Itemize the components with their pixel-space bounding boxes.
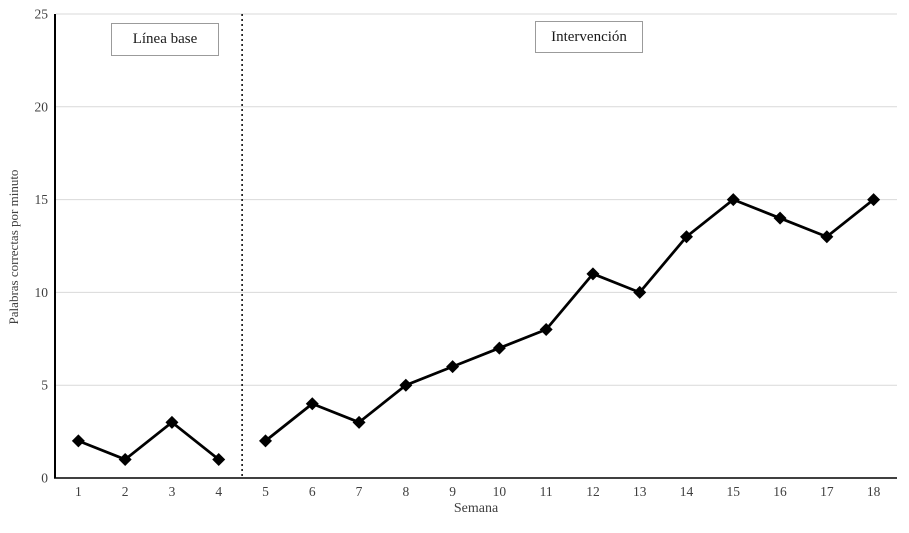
data-point-marker bbox=[259, 434, 272, 448]
data-point-marker bbox=[212, 452, 226, 466]
data-point-marker bbox=[352, 415, 366, 429]
x-tick-label: 12 bbox=[586, 484, 600, 499]
y-tick-label: 10 bbox=[35, 285, 49, 300]
y-tick-label: 15 bbox=[35, 192, 49, 207]
x-tick-label: 15 bbox=[727, 484, 741, 499]
data-point-marker bbox=[539, 323, 553, 337]
x-tick-label: 7 bbox=[356, 484, 363, 499]
data-point-marker bbox=[71, 434, 85, 448]
data-point-marker bbox=[492, 341, 506, 355]
x-tick-label: 8 bbox=[402, 484, 409, 499]
phase-label-baseline: Línea base bbox=[111, 23, 219, 56]
data-point-marker bbox=[680, 230, 693, 244]
y-tick-label: 0 bbox=[41, 471, 48, 486]
data-point-marker bbox=[867, 193, 881, 207]
x-tick-label: 16 bbox=[773, 484, 787, 499]
x-axis-title: Semana bbox=[453, 501, 499, 516]
x-tick-label: 9 bbox=[449, 484, 456, 499]
x-tick-label: 4 bbox=[215, 484, 222, 499]
x-tick-label: 2 bbox=[122, 484, 129, 499]
data-point-marker bbox=[165, 415, 179, 429]
x-tick-label: 10 bbox=[493, 484, 507, 499]
data-point-marker bbox=[305, 397, 319, 411]
data-point-marker bbox=[118, 452, 132, 466]
x-tick-label: 18 bbox=[867, 484, 881, 499]
y-tick-label: 20 bbox=[35, 99, 49, 114]
x-tick-label: 11 bbox=[540, 484, 553, 499]
y-axis-title: Palabras correctas por minuto bbox=[6, 169, 21, 325]
x-tick-label: 14 bbox=[680, 484, 694, 499]
data-point-marker bbox=[399, 378, 413, 392]
x-tick-label: 6 bbox=[309, 484, 316, 499]
data-point-marker bbox=[586, 267, 600, 281]
series-line-0 bbox=[77, 420, 221, 461]
x-tick-label: 13 bbox=[633, 484, 647, 499]
x-tick-label: 5 bbox=[262, 484, 269, 499]
data-point-marker bbox=[773, 211, 787, 225]
y-tick-label: 5 bbox=[41, 378, 48, 393]
data-point-marker bbox=[820, 230, 834, 244]
phase-label-baseline-text: Línea base bbox=[132, 31, 198, 47]
x-tick-label: 3 bbox=[169, 484, 176, 499]
y-tick-label: 25 bbox=[35, 7, 49, 22]
series-line-1 bbox=[264, 198, 875, 443]
data-point-marker bbox=[726, 193, 740, 207]
data-point-marker bbox=[633, 285, 647, 299]
data-point-marker bbox=[446, 360, 460, 374]
x-tick-label: 1 bbox=[75, 484, 82, 499]
phase-label-intervention: Intervención bbox=[535, 21, 643, 53]
phase-label-intervention-text: Intervención bbox=[551, 28, 627, 45]
x-tick-label: 17 bbox=[820, 484, 834, 499]
